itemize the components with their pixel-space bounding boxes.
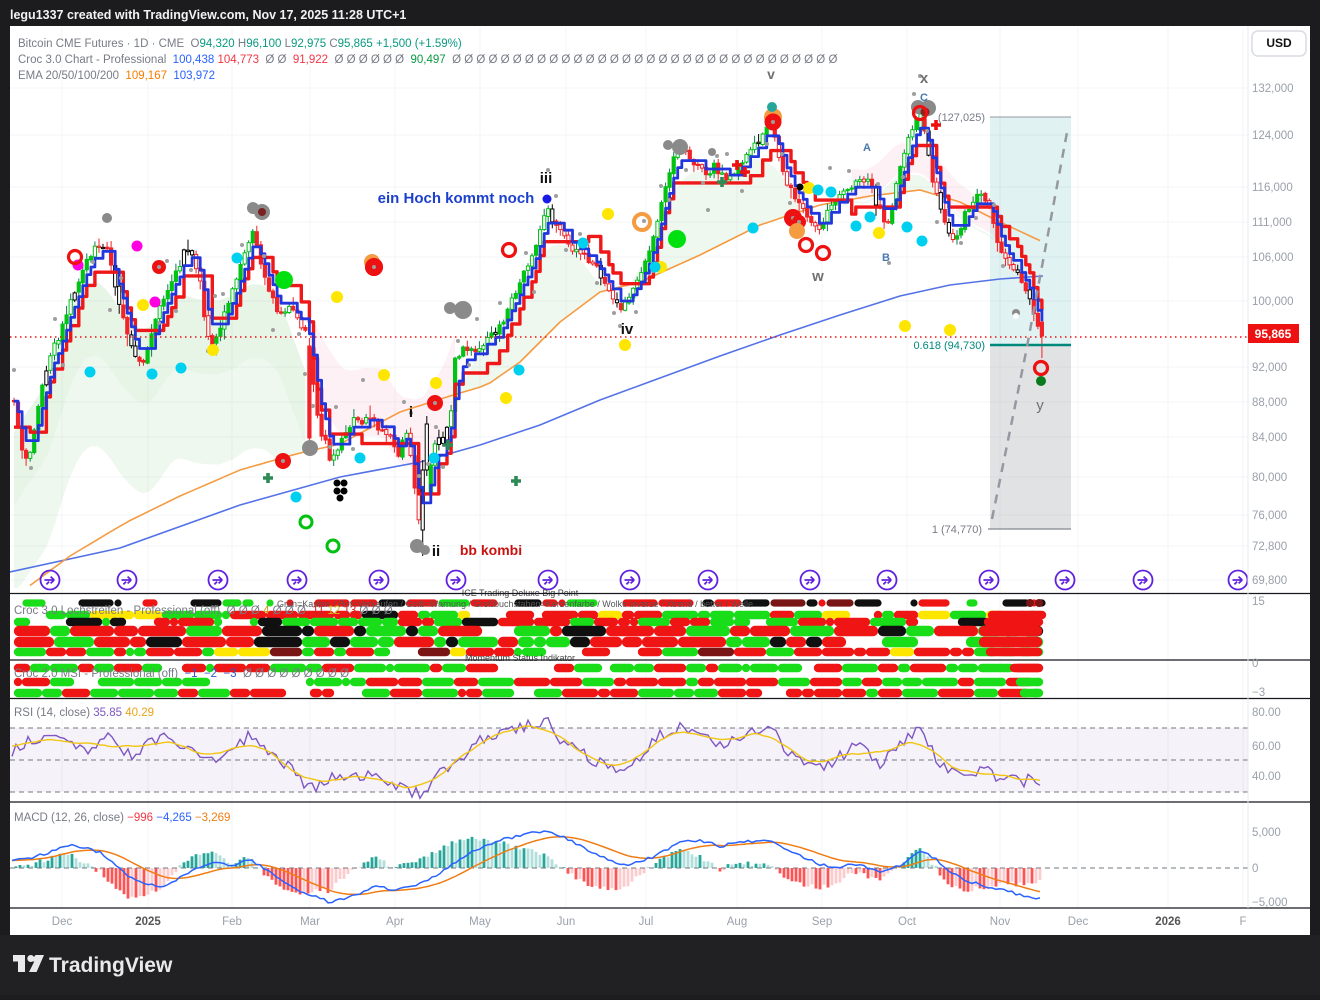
svg-text:Nov: Nov (990, 916, 1011, 928)
svg-text:5,000: 5,000 (1252, 827, 1281, 839)
svg-text:B: B (882, 252, 890, 264)
svg-text:i: i (409, 404, 413, 421)
svg-text:69,800: 69,800 (1252, 575, 1287, 587)
svg-text:C: C (920, 92, 928, 104)
svg-text:−3: −3 (1252, 687, 1265, 699)
svg-text:88,000: 88,000 (1252, 397, 1287, 409)
svg-text:Croc 3.0 Chart - Professional: Croc 3.0 Chart - Professional 100,438 10… (18, 54, 837, 66)
svg-text:Croc 3.0 Lochstreifen - Profes: Croc 3.0 Lochstreifen - Professional (of… (14, 605, 393, 617)
svg-text:Croc 2.0 MSI - Professional (o: Croc 2.0 MSI - Professional (off) −1 −2 … (14, 668, 349, 680)
svg-text:TradingView: TradingView (49, 954, 173, 977)
svg-text:0.618 (94,730): 0.618 (94,730) (913, 340, 985, 352)
svg-text:−5,000: −5,000 (1252, 897, 1288, 909)
svg-text:y: y (1036, 397, 1044, 414)
svg-text:1 (74,770): 1 (74,770) (932, 524, 982, 536)
svg-text:72,800: 72,800 (1252, 541, 1287, 553)
svg-text:84,000: 84,000 (1252, 432, 1287, 444)
svg-text:76,000: 76,000 (1252, 510, 1287, 522)
svg-text:40.00: 40.00 (1252, 771, 1281, 783)
svg-text:80,000: 80,000 (1252, 472, 1287, 484)
svg-text:Jun: Jun (557, 916, 576, 928)
svg-text:Momentum Status Indikator: Momentum Status Indikator (465, 653, 575, 663)
svg-text:x: x (920, 70, 929, 87)
svg-text:0: 0 (1252, 658, 1258, 670)
svg-text:legu1337 created with TradingV: legu1337 created with TradingView.com, N… (10, 8, 406, 22)
svg-text:Mar: Mar (300, 916, 320, 928)
svg-text:May: May (469, 916, 491, 928)
svg-text:100,000: 100,000 (1252, 296, 1294, 308)
svg-text:A: A (863, 142, 871, 154)
svg-text:ein Hoch kommt noch: ein Hoch kommt noch (378, 190, 535, 207)
svg-text:ii: ii (432, 543, 440, 560)
svg-text:15: 15 (1252, 596, 1265, 608)
svg-text:Dec: Dec (1068, 916, 1089, 928)
svg-text:Feb: Feb (222, 916, 242, 928)
svg-text:Sep: Sep (812, 916, 832, 928)
svg-text:RSI (14, close) 35.85 40.29: RSI (14, close) 35.85 40.29 (14, 707, 154, 719)
svg-text:60.00: 60.00 (1252, 741, 1281, 753)
svg-text:0: 0 (1252, 863, 1258, 875)
svg-text:Bitcoin CME Futures · 1D · CME: Bitcoin CME Futures · 1D · CME O94,320 H… (18, 38, 462, 50)
svg-text:EMA 20/50/100/200 109,167 10: EMA 20/50/100/200 109,167 103,972 (18, 70, 215, 82)
svg-text:106,000: 106,000 (1252, 252, 1294, 264)
svg-text:Dec: Dec (52, 916, 73, 928)
svg-text:USD: USD (1266, 36, 1292, 50)
svg-text:MACD (12, 26, close) −996 −4,2: MACD (12, 26, close) −996 −4,265 −3,269 (14, 812, 230, 824)
svg-text:2025: 2025 (135, 916, 161, 928)
svg-text:Jul: Jul (639, 916, 654, 928)
svg-text:(127,025): (127,025) (938, 112, 985, 124)
svg-text:F: F (1239, 916, 1246, 928)
svg-text:132,000: 132,000 (1252, 83, 1294, 95)
svg-text:bb kombi: bb kombi (460, 542, 522, 558)
svg-text:Oct: Oct (898, 916, 917, 928)
svg-text:95,865: 95,865 (1255, 327, 1292, 341)
svg-text:124,000: 124,000 (1252, 130, 1294, 142)
svg-text:80.00: 80.00 (1252, 707, 1281, 719)
svg-text:111,000: 111,000 (1252, 217, 1292, 229)
svg-text:Apr: Apr (386, 916, 404, 928)
svg-text:Aug: Aug (727, 916, 747, 928)
svg-text:v: v (767, 66, 775, 82)
svg-text:w: w (811, 268, 824, 285)
svg-text:92,000: 92,000 (1252, 362, 1287, 374)
svg-text:iii: iii (540, 170, 553, 187)
svg-text:iv: iv (621, 321, 634, 338)
svg-text:2026: 2026 (1155, 916, 1181, 928)
svg-text:116,000: 116,000 (1252, 182, 1293, 194)
